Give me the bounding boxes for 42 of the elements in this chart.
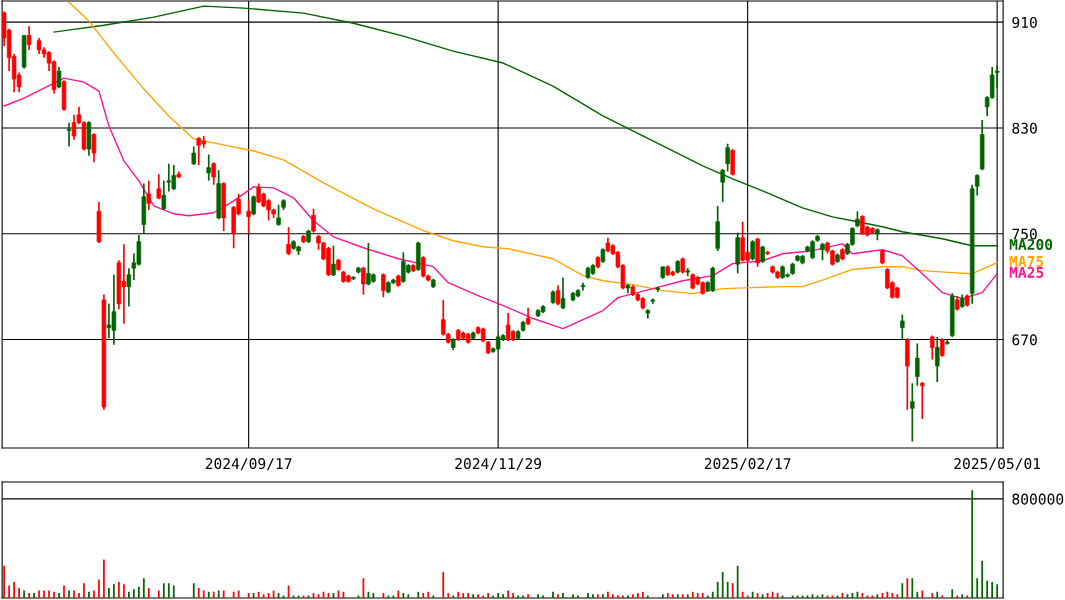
candlestick (276, 203, 281, 227)
candlestick (66, 121, 72, 148)
x-tick-label: 2024/09/17 (205, 458, 292, 471)
line-series (68, 1, 998, 295)
series-label: MA75 (1009, 256, 1044, 267)
candlestick (920, 381, 925, 420)
x-tick-label: 2025/05/01 (954, 458, 1041, 471)
candlestick (720, 168, 725, 203)
candlestick (730, 148, 735, 177)
candlestick (725, 142, 730, 173)
y-tick-label: 800000 (1012, 493, 1064, 505)
series-label: MA25 (1009, 266, 1044, 278)
y-tick-label: 750 (1012, 228, 1037, 240)
candlestick (206, 153, 211, 182)
candlestick (331, 244, 336, 277)
candlestick (361, 265, 366, 296)
candlestick (246, 199, 251, 235)
candlestick (26, 25, 32, 51)
candlestick (106, 303, 112, 340)
candlestick (940, 337, 945, 358)
series-label: MA200 (1009, 238, 1053, 251)
candlestick (935, 336, 940, 383)
candlestick (146, 180, 152, 211)
candlestick (900, 313, 905, 341)
candlestick (381, 272, 386, 299)
x-tick-label: 2025/02/17 (704, 458, 791, 471)
x-tick-label: 2024/11/29 (455, 458, 542, 471)
candlestick (910, 382, 915, 443)
candlestick (555, 284, 561, 307)
candlestick (91, 132, 97, 164)
candlestick (915, 342, 920, 387)
y-tick-label: 830 (1012, 122, 1037, 134)
candlestick (755, 236, 760, 268)
candlestick (156, 173, 162, 201)
line-series (3, 77, 998, 330)
candlestick (560, 276, 566, 310)
candlestick (161, 180, 167, 211)
candlestick (191, 145, 196, 166)
y-tick-label: 910 (1012, 16, 1037, 28)
candlestick (286, 226, 291, 256)
candlestick (211, 161, 216, 186)
y-tick-label: 670 (1012, 334, 1037, 346)
